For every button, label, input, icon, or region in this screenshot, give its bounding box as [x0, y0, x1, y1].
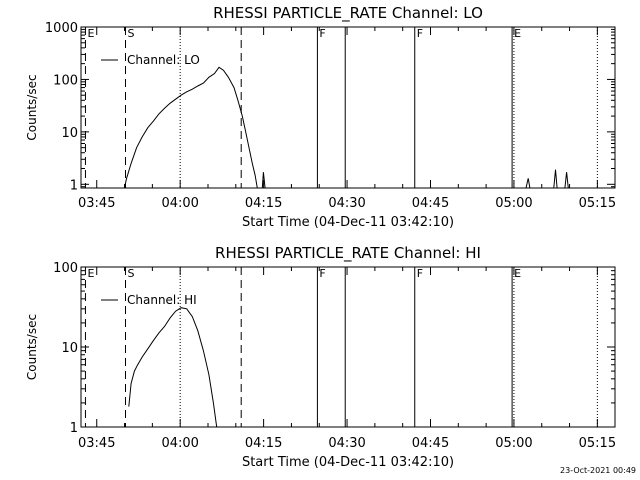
- x-tick-label: 05:00: [495, 436, 532, 451]
- y-tick-label: 10: [61, 126, 78, 141]
- y-tick-label: 100: [53, 73, 78, 88]
- series-line: [128, 307, 218, 428]
- marker-label: E: [514, 267, 521, 280]
- x-tick-label: 05:15: [579, 196, 616, 211]
- marker-label: E: [87, 27, 94, 40]
- marker-label: F: [319, 267, 325, 280]
- x-tick-label: 03:45: [78, 436, 115, 451]
- y-tick-label: 1: [70, 178, 78, 193]
- y-axis-label: Counts/sec: [25, 74, 39, 140]
- chart-title: RHESSI PARTICLE_RATE Channel: HI: [215, 244, 481, 263]
- x-tick-label: 03:45: [78, 196, 115, 211]
- x-axis-label: Start Time (04-Dec-11 03:42:10): [242, 455, 454, 470]
- series-line: [564, 172, 569, 189]
- series-line: [123, 66, 258, 189]
- series-line: [525, 178, 531, 189]
- timestamp-footer: 23-Oct-2021 00:49: [560, 466, 636, 475]
- marker-label: E: [514, 27, 521, 40]
- chart-panel-1: RHESSI PARTICLE_RATE Channel: LO Start Ti…: [25, 4, 616, 230]
- y-tick-label: 100: [53, 261, 78, 276]
- marker-label: E: [87, 267, 94, 280]
- chart-panel-2: RHESSI PARTICLE_RATE Channel: HI Start Ti…: [25, 244, 616, 470]
- x-axis-label: Start Time (04-Dec-11 03:42:10): [242, 215, 454, 230]
- y-axis-label: Counts/sec: [25, 314, 39, 380]
- y-tick-label: 1000: [45, 21, 78, 36]
- x-tick-label: 04:30: [328, 196, 365, 211]
- x-tick-label: 05:15: [579, 436, 616, 451]
- marker-label: F: [417, 267, 423, 280]
- x-tick-label: 04:00: [161, 196, 198, 211]
- chart-title: RHESSI PARTICLE_RATE Channel: LO: [213, 4, 483, 23]
- x-tick-label: 04:45: [412, 196, 449, 211]
- legend-label: Channel: LO: [127, 53, 200, 67]
- x-tick-label: 04:45: [412, 436, 449, 451]
- series-line: [261, 172, 266, 189]
- y-tick-label: 10: [61, 341, 78, 356]
- legend-label: Channel: HI: [127, 293, 197, 307]
- x-tick-label: 04:00: [161, 436, 198, 451]
- marker-label: S: [128, 27, 135, 40]
- plot-frame: [80, 26, 616, 189]
- x-tick-label: 04:15: [245, 436, 282, 451]
- series-line: [553, 169, 558, 189]
- plot-frame: [80, 266, 616, 428]
- x-tick-label: 05:00: [495, 196, 532, 211]
- y-tick-label: 1: [70, 421, 78, 436]
- marker-label: F: [319, 27, 325, 40]
- marker-label: S: [128, 267, 135, 280]
- x-tick-label: 04:30: [328, 436, 365, 451]
- marker-label: F: [417, 27, 423, 40]
- x-tick-label: 04:15: [245, 196, 282, 211]
